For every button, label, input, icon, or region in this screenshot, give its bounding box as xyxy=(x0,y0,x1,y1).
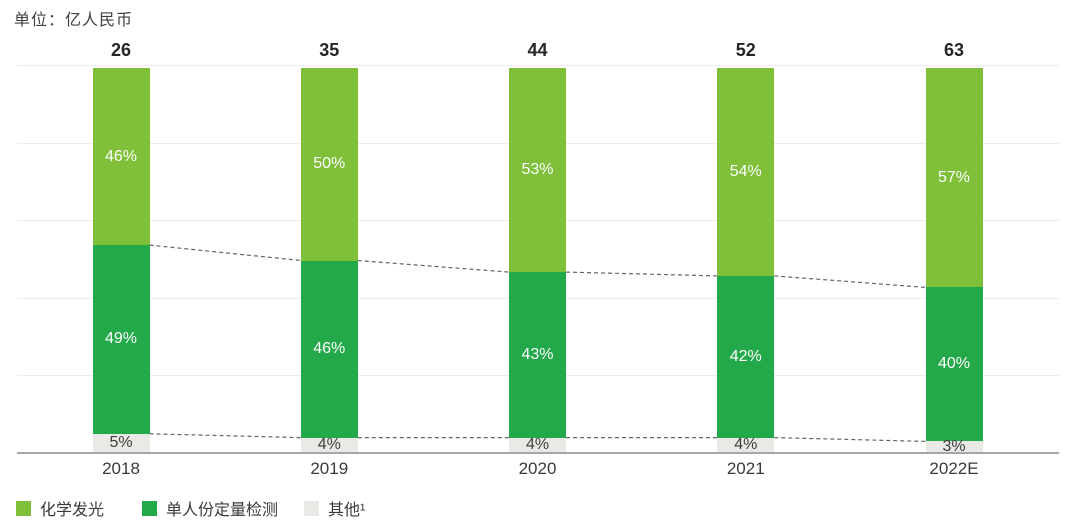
segment-label: 3% xyxy=(942,438,966,456)
segment-label: 42% xyxy=(729,347,762,365)
x-axis-label-2020: 2020 xyxy=(518,459,557,478)
dashed-connector xyxy=(565,271,718,277)
legend-item-single-quantitative: 单人份定量检测 xyxy=(142,496,278,520)
total-label: 35 xyxy=(319,40,340,60)
x-axis-label-2019: 2019 xyxy=(310,459,349,478)
segment-label: 4% xyxy=(734,436,758,454)
gridline xyxy=(17,65,1059,66)
bar-segment-2019-series2: 4% xyxy=(300,436,358,454)
legend-label: 化学发光 xyxy=(40,502,105,519)
dashed-connector xyxy=(149,433,301,439)
bar-segment-2022E-series0: 57% xyxy=(925,68,983,288)
dashed-connector xyxy=(357,259,510,273)
legend-item-chemiluminescence: 化学发光 xyxy=(16,496,104,520)
bar-segment-2020-series0: 53% xyxy=(509,68,566,273)
segment-label: 54% xyxy=(729,162,762,180)
segment-label: 43% xyxy=(521,345,554,363)
segment-label: 5% xyxy=(109,434,133,452)
x-axis-label-2018: 2018 xyxy=(102,459,140,478)
segment-label: 46% xyxy=(104,147,138,165)
dashed-connector xyxy=(774,437,926,442)
total-label: 52 xyxy=(735,40,756,60)
total-label: 26 xyxy=(110,40,132,60)
segment-label: 49% xyxy=(104,330,138,348)
total-label: 63 xyxy=(943,40,965,60)
legend: 化学发光 单人份定量检测 其他¹ xyxy=(16,496,365,520)
bar-segment-2018-series0: 46% xyxy=(92,68,150,246)
unit-label: 单位：亿人民币 xyxy=(14,12,134,29)
segment-label: 46% xyxy=(313,340,346,358)
segment-label: 57% xyxy=(937,168,971,186)
segment-label: 53% xyxy=(521,161,554,179)
bar-segment-2022E-series1: 40% xyxy=(925,287,983,442)
x-axis-label-2021: 2021 xyxy=(726,459,765,478)
bar-segment-2021-series1: 42% xyxy=(717,275,775,438)
legend-swatch-single-quantitative xyxy=(142,500,158,516)
bar-segment-2019-series0: 50% xyxy=(300,68,358,261)
bar-segment-2021-series0: 54% xyxy=(717,68,775,276)
segment-label: 40% xyxy=(937,355,971,373)
dashed-connector xyxy=(774,275,926,288)
legend-item-other: 其他¹ xyxy=(304,496,365,520)
segment-label: 4% xyxy=(525,436,550,454)
x-axis-line xyxy=(17,452,1059,454)
x-axis-label-2022E: 2022E xyxy=(929,459,979,478)
bar-segment-2020-series2: 4% xyxy=(509,436,566,454)
dashed-connector xyxy=(149,244,301,262)
bar-segment-2021-series2: 4% xyxy=(717,436,775,454)
legend-label: 单人份定量检测 xyxy=(166,502,279,519)
segment-label: 50% xyxy=(313,155,346,173)
bar-segment-2020-series1: 43% xyxy=(509,272,566,438)
legend-swatch-other xyxy=(304,500,320,516)
bar-segment-2019-series1: 46% xyxy=(300,260,358,438)
bar-segment-2022E-series2: 3% xyxy=(925,438,983,456)
total-label: 44 xyxy=(527,40,548,60)
bar-segment-2018-series1: 49% xyxy=(92,245,150,434)
legend-swatch-chemiluminescence xyxy=(16,500,31,516)
legend-label: 其他¹ xyxy=(328,502,366,519)
segment-label: 4% xyxy=(317,436,341,454)
bar-segment-2018-series2: 5% xyxy=(92,433,150,454)
